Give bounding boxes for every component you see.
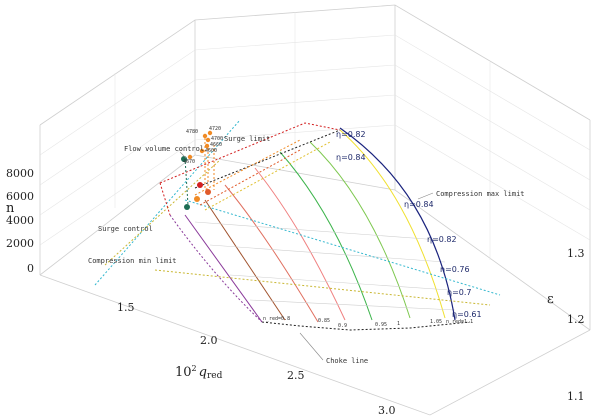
speed-label-6: n_red=1.1 (446, 319, 473, 325)
q-axis-label-sup: 2 (192, 364, 197, 373)
speed-line-0.8 (184, 214, 263, 323)
label-compression-min-limit: Compression min limit (88, 257, 177, 265)
speed-label-3: 0.95 (375, 322, 387, 328)
point-label-4780: 4780 (186, 129, 198, 135)
eta-label-6: η=0.7 (447, 288, 472, 297)
speed-line-1.05 (309, 141, 411, 319)
n-tick-0: 0 (27, 262, 34, 275)
speed-line-1.0 (279, 151, 373, 321)
yellow-dashed-lower (204, 141, 331, 211)
eta-label-1: η=0.82 (336, 130, 366, 139)
choke-line-curve (261, 321, 471, 331)
box-frame-back (39, 4, 591, 416)
q-tick-0: 1.5 (117, 301, 135, 314)
eta-label-7: η=0.61 (452, 310, 482, 319)
point-label-4720: 4720 (209, 126, 221, 132)
compression-min-limit-line (154, 269, 491, 306)
n-tick-2: 4000 (6, 214, 34, 227)
speed-label-1: 0.85 (318, 318, 330, 324)
q-tick-3: 3.0 (378, 404, 396, 417)
surge-control-line (94, 119, 241, 286)
compression-max-limit-curve (339, 127, 456, 321)
q-axis-label-base: 10 (175, 365, 192, 380)
e-tick-1: 1.2 (567, 313, 585, 326)
speed-line-0.9 (224, 184, 319, 323)
speed-line-0.95 (254, 167, 346, 321)
n-tick-3: 6000 (6, 190, 34, 203)
speed-lines (184, 129, 446, 323)
choke-line-leader (299, 332, 324, 361)
q-tick-2: 2.5 (287, 369, 305, 382)
box-grid (39, 12, 591, 260)
label-choke-line: Choke line (326, 357, 368, 365)
label-flow-volume-control: Flow volume control (124, 145, 204, 153)
red-dashed-top (159, 122, 341, 184)
q-axis-label: 102 qred (175, 364, 223, 381)
speed-label-5: 1.05 (430, 319, 442, 325)
n-tick-1: 2000 (6, 237, 34, 250)
speed-line-0.85 (204, 199, 286, 321)
flow-volume-point-bottom (184, 204, 190, 210)
speed-label-0: n_red=0.8 (263, 316, 290, 322)
eta-label-4: η=0.82 (427, 235, 457, 244)
eta-label-5: η=0.76 (440, 265, 470, 274)
point-label-4660: 4660 (210, 142, 222, 148)
max-limit-leader (417, 192, 434, 200)
label-surge-limit: Surge limit (224, 135, 270, 143)
n-axis-label: n (6, 201, 15, 216)
point-label-4700: 4700 (211, 136, 223, 142)
speed-label-4: 1 (397, 321, 400, 327)
q-axis-label-sub: red (207, 371, 223, 381)
e-axis-label: ε (547, 292, 554, 307)
e-tick-2: 1.3 (567, 247, 585, 260)
point-label-4670: 4670 (183, 159, 195, 165)
q-tick-1: 2.0 (200, 334, 218, 347)
label-compression-max-limit: Compression max limit (436, 190, 525, 198)
n-tick-4: 8000 (6, 167, 34, 180)
surge-control-line-right (184, 199, 501, 296)
point-4780 (202, 133, 208, 139)
compression-min-limit-line-left (104, 159, 221, 266)
point-4720 (207, 130, 213, 136)
surge-point-1 (197, 182, 203, 188)
point-4600 (199, 148, 205, 154)
point-4700 (205, 137, 211, 143)
flow-leader (179, 151, 187, 159)
speed-line-1.1 (339, 129, 446, 319)
red-dashed-left (159, 182, 171, 216)
eta-label-3: η=0.84 (404, 200, 434, 209)
surface-mesh (194, 221, 456, 311)
point-4660 (204, 143, 210, 149)
speed-label-2: 0.9 (338, 323, 347, 329)
eta-label-2: η=0.84 (336, 153, 366, 162)
point-label-4600: 4600 (205, 148, 217, 154)
operating-points (181, 130, 213, 210)
point-4670 (187, 154, 193, 160)
left-boundary-curve (169, 214, 263, 323)
q-axis-label-var: q (199, 365, 207, 380)
e-tick-0: 1.1 (567, 390, 585, 403)
label-surge-control: Surge control (98, 225, 153, 233)
surge-point-2 (194, 196, 200, 202)
red-dashed-mid (199, 149, 301, 206)
surge-point-3 (205, 189, 211, 195)
